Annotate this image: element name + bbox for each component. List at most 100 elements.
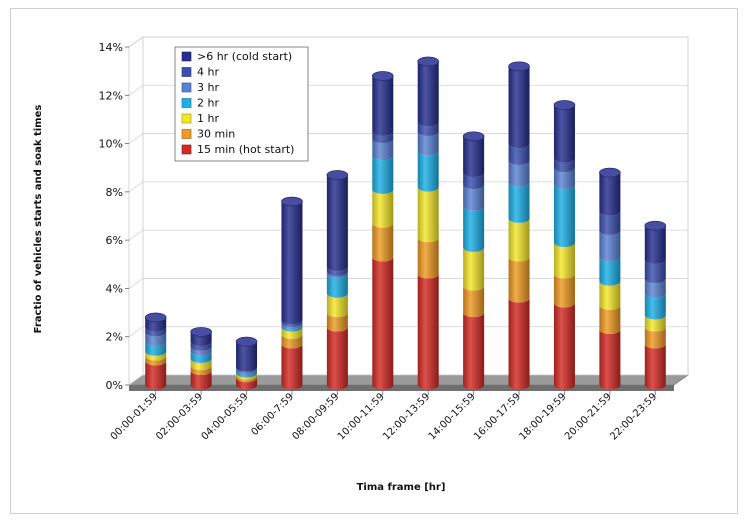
grid-line-side bbox=[128, 36, 144, 48]
grid-line-side bbox=[128, 133, 144, 144]
bar-segment bbox=[508, 160, 530, 187]
bar-top-cap bbox=[462, 131, 485, 142]
bar-segment-body bbox=[236, 372, 258, 380]
bar-segment bbox=[463, 312, 485, 390]
bar-segment bbox=[644, 293, 666, 320]
bar-segment bbox=[644, 343, 666, 390]
bar-segment-body bbox=[190, 358, 212, 371]
bar-segment bbox=[417, 187, 439, 243]
x-tick-label: 04:00-05:59 bbox=[200, 391, 251, 442]
bar-segment bbox=[553, 167, 575, 190]
bar-segment-body bbox=[281, 334, 303, 349]
bar-segment-body bbox=[281, 324, 303, 332]
x-tick-label: 06:00-7:59 bbox=[249, 391, 296, 438]
bar-segment-body bbox=[417, 187, 439, 243]
bar-segment-body bbox=[508, 257, 530, 303]
bar-segment-body bbox=[644, 293, 666, 320]
bar-segment bbox=[644, 259, 666, 284]
bar-segment-body bbox=[326, 273, 348, 298]
bar-segment-body bbox=[145, 331, 167, 347]
bar-segment bbox=[326, 174, 348, 272]
bar-segment bbox=[372, 155, 394, 194]
bar-segment bbox=[281, 327, 303, 339]
bar-segment-body bbox=[463, 172, 485, 190]
bar-segment bbox=[599, 329, 621, 390]
bar-segment bbox=[236, 377, 258, 390]
y-axis-title: Fractio of vehicles starts and soak time… bbox=[33, 105, 44, 334]
bar-segment bbox=[372, 189, 394, 228]
legend-label: 2 hr bbox=[197, 97, 219, 110]
bar-segment bbox=[417, 131, 439, 156]
bar-stack bbox=[553, 100, 576, 390]
legend-item: 1 hr bbox=[181, 112, 219, 125]
legend-swatch bbox=[181, 82, 192, 93]
x-tick-label: 12:00-13:59 bbox=[381, 391, 432, 442]
x-tick-label: 14:00-15:59 bbox=[427, 391, 478, 442]
bar-segment-body bbox=[599, 305, 621, 334]
bar-segment bbox=[508, 257, 530, 303]
bar-stack bbox=[190, 327, 212, 390]
legend-label: 30 min bbox=[197, 128, 235, 141]
bar-segment-body bbox=[417, 121, 439, 136]
bar-segment-body bbox=[508, 182, 530, 223]
bar-segment-body bbox=[417, 61, 439, 127]
bar-segment-body bbox=[281, 327, 303, 339]
legend-swatch bbox=[181, 129, 192, 139]
y-tick-label: 4% bbox=[106, 282, 123, 295]
bar-segment-body bbox=[463, 184, 485, 211]
legend-label: 1 hr bbox=[197, 112, 219, 125]
bar-segment bbox=[372, 131, 394, 144]
bar-segment-body bbox=[644, 225, 666, 264]
bar-segment bbox=[508, 182, 530, 223]
bar-segment bbox=[508, 298, 530, 390]
bar-segment bbox=[508, 218, 530, 262]
bar-segment bbox=[236, 366, 258, 373]
bar-segment-body bbox=[236, 377, 258, 390]
bar-segment bbox=[281, 334, 303, 349]
bar-segment bbox=[599, 257, 621, 286]
bar-segment bbox=[553, 158, 575, 173]
bar-segment bbox=[236, 341, 258, 372]
bar-top-cap bbox=[326, 170, 349, 180]
bar-segment bbox=[190, 358, 212, 371]
x-tick-label: 02:00-03:59 bbox=[154, 391, 205, 442]
bar-segment-body bbox=[508, 66, 530, 149]
bar-segment-body bbox=[553, 167, 575, 190]
bar-segment-body bbox=[553, 242, 575, 279]
legend-item: 2 hr bbox=[181, 97, 219, 110]
bar-segment-body bbox=[145, 360, 167, 390]
bar-segment bbox=[372, 257, 394, 390]
bar-segment bbox=[553, 273, 575, 308]
bar-segment-body bbox=[463, 286, 485, 318]
grid-line-side bbox=[128, 278, 144, 289]
bar-segment bbox=[281, 324, 303, 332]
bar-segment-body bbox=[463, 247, 485, 291]
legend: >6 hr (cold start) 4 hr 3 hr 2 hr 1 hr 30 min… bbox=[174, 46, 309, 162]
bar-segment-body bbox=[599, 172, 621, 216]
x-axis-title: Tima frame [hr] bbox=[357, 482, 446, 493]
bar-segment bbox=[190, 365, 212, 376]
bar-segment-body bbox=[599, 281, 621, 310]
bar-segment bbox=[553, 242, 575, 279]
bar-segment bbox=[281, 319, 303, 327]
y-tick-label: 6% bbox=[106, 234, 123, 247]
bar-segment-body bbox=[417, 273, 439, 390]
bar-segment-body bbox=[644, 314, 666, 332]
bar-segment-body bbox=[599, 230, 621, 262]
bar-segment bbox=[145, 327, 167, 337]
bar-segment-body bbox=[326, 312, 348, 332]
floor-front bbox=[129, 385, 674, 391]
bar-segment bbox=[417, 61, 439, 127]
grid-line-side bbox=[128, 84, 144, 96]
bar-segment-body bbox=[372, 75, 394, 136]
bar-segment-body bbox=[599, 257, 621, 286]
bar-segment-body bbox=[372, 257, 394, 390]
x-tick-label: 08:00-09:59 bbox=[290, 391, 341, 442]
bars bbox=[144, 56, 667, 390]
bar-segment-body bbox=[145, 327, 167, 337]
bar-segment bbox=[145, 331, 167, 347]
bar-segment bbox=[463, 172, 485, 190]
bar-segment bbox=[281, 343, 303, 390]
bar-segment-body bbox=[553, 184, 575, 248]
bar-segment bbox=[326, 266, 348, 277]
